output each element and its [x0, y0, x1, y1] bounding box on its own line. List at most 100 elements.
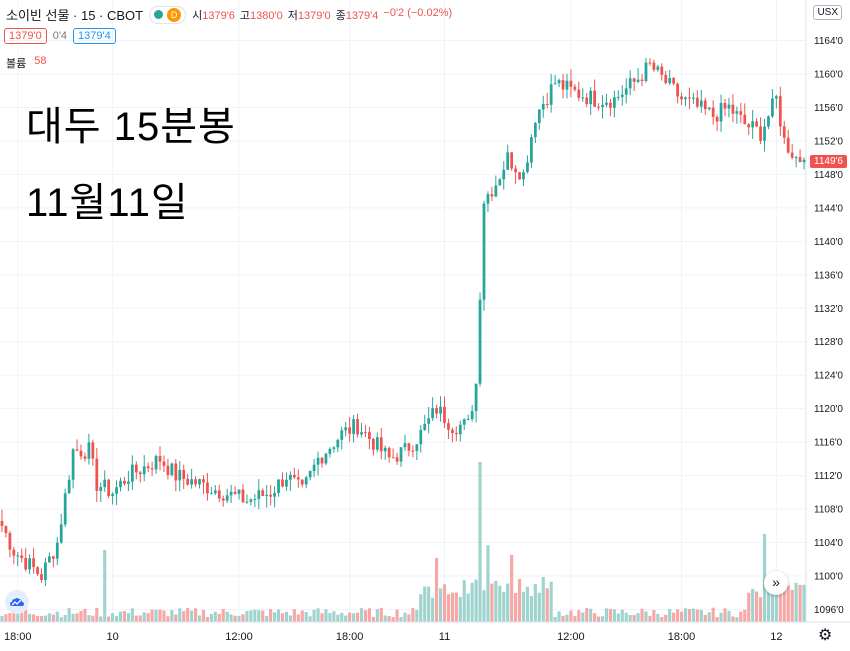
volume-bar	[221, 608, 225, 622]
candle-body	[146, 466, 150, 469]
candle-body	[75, 449, 79, 451]
candle-body	[423, 423, 427, 430]
candle-body	[684, 97, 687, 100]
symbol-title[interactable]: 소이빈 선물 · 15 · CBOT	[6, 8, 144, 23]
market-status[interactable]: D	[149, 5, 187, 24]
candle-body	[63, 493, 67, 525]
candle-body	[174, 463, 178, 481]
candle-body	[292, 474, 296, 478]
candle-body	[755, 121, 758, 127]
candle-body	[87, 442, 91, 459]
volume-bar	[478, 462, 482, 622]
volume-bar	[419, 594, 423, 622]
candle-body	[510, 152, 514, 169]
price-tick-label: 1104'0	[814, 538, 843, 549]
ask-button[interactable]: 1379'4	[73, 28, 116, 44]
currency-button[interactable]: USX	[813, 5, 842, 20]
scroll-to-realtime-button[interactable]: »	[764, 571, 788, 595]
volume-bar	[687, 609, 692, 622]
volume-bar	[280, 613, 285, 622]
volume-bar	[122, 611, 127, 622]
candle-body	[743, 114, 747, 125]
candle-body	[616, 96, 620, 98]
ohlc-low: 저1379'0	[287, 9, 331, 22]
settings-gear-icon[interactable]: ⚙	[818, 627, 833, 644]
volume-bar	[431, 597, 435, 622]
volume-bar	[103, 550, 107, 622]
volume-bar	[593, 613, 597, 622]
candle-body	[553, 83, 557, 85]
volume-bar	[99, 616, 103, 622]
candle-body	[24, 557, 28, 570]
price-tick-label: 1132'0	[814, 304, 843, 315]
candle-body	[142, 466, 146, 475]
volume-bar	[312, 609, 316, 622]
candle-body	[48, 556, 51, 563]
candle-body	[44, 562, 47, 580]
volume-bar	[679, 611, 684, 622]
candle-body	[723, 102, 727, 109]
candle-body	[545, 104, 549, 106]
candle-body	[55, 542, 59, 559]
volume-bar	[241, 614, 245, 622]
ohlc-open: 시1379'6	[192, 9, 235, 22]
volume-bar	[284, 611, 289, 622]
candle-body	[383, 447, 387, 452]
candle-body	[502, 169, 506, 180]
candle-body	[162, 461, 166, 466]
volume-bar	[379, 607, 383, 622]
volume-bar	[482, 590, 486, 622]
candle-body	[253, 499, 257, 501]
candle-body	[711, 107, 715, 117]
candle-body	[561, 80, 565, 90]
volume-bar	[328, 613, 332, 622]
candle-body	[699, 100, 703, 107]
volume-bars	[0, 462, 806, 622]
volume-bar	[363, 610, 368, 622]
candle-body	[395, 457, 399, 462]
volume-bar	[446, 594, 451, 622]
volume-bar	[794, 582, 798, 622]
volume-bar	[178, 608, 182, 622]
time-axis[interactable]: 18:00 10 12:00 18:00 11 12:00 18:00 12	[0, 621, 850, 643]
volume-bar	[510, 554, 514, 622]
candle-body	[269, 494, 273, 497]
price-tick-label: 1128'0	[814, 337, 843, 348]
candle-body	[573, 86, 577, 90]
candle-body	[91, 442, 95, 459]
candle-body	[680, 96, 683, 100]
volume-bar	[723, 608, 727, 622]
volume-bar	[699, 609, 703, 622]
volume-bar	[676, 609, 680, 622]
candle-body	[427, 418, 431, 424]
volume-bar	[521, 591, 526, 622]
tradingview-logo[interactable]	[5, 590, 29, 614]
volume-bar	[32, 614, 36, 622]
candle-body	[71, 449, 75, 480]
cloud-logo-icon	[10, 598, 24, 606]
volume-bar	[407, 614, 411, 622]
volume-bar	[55, 611, 59, 622]
candle-body	[624, 88, 628, 95]
last-price-label: 1149'6	[810, 155, 847, 168]
volume-bar	[43, 615, 48, 622]
volume-value: 58	[34, 55, 47, 67]
candle-body	[67, 479, 71, 494]
volume-bar	[411, 608, 415, 622]
volume-bar	[735, 617, 739, 622]
bid-button[interactable]: 1379'0	[4, 28, 47, 44]
volume-bar	[150, 609, 154, 622]
volume-bar	[648, 615, 652, 622]
volume-bar	[656, 613, 660, 622]
volume-label: 볼륨	[6, 58, 27, 70]
price-tick-label: 1156'0	[814, 103, 843, 114]
price-axis[interactable]: 1164'0 1160'0 1156'0 1152'0 1148'0 1144'0 1140…	[805, 0, 844, 622]
volume-bar	[20, 612, 24, 622]
volume-legend[interactable]: 볼륨 58	[6, 55, 47, 71]
candle-body	[265, 494, 269, 497]
candle-body	[458, 424, 462, 435]
volume-bar	[130, 608, 134, 622]
candle-body	[127, 481, 130, 484]
volume-bar	[600, 616, 605, 622]
